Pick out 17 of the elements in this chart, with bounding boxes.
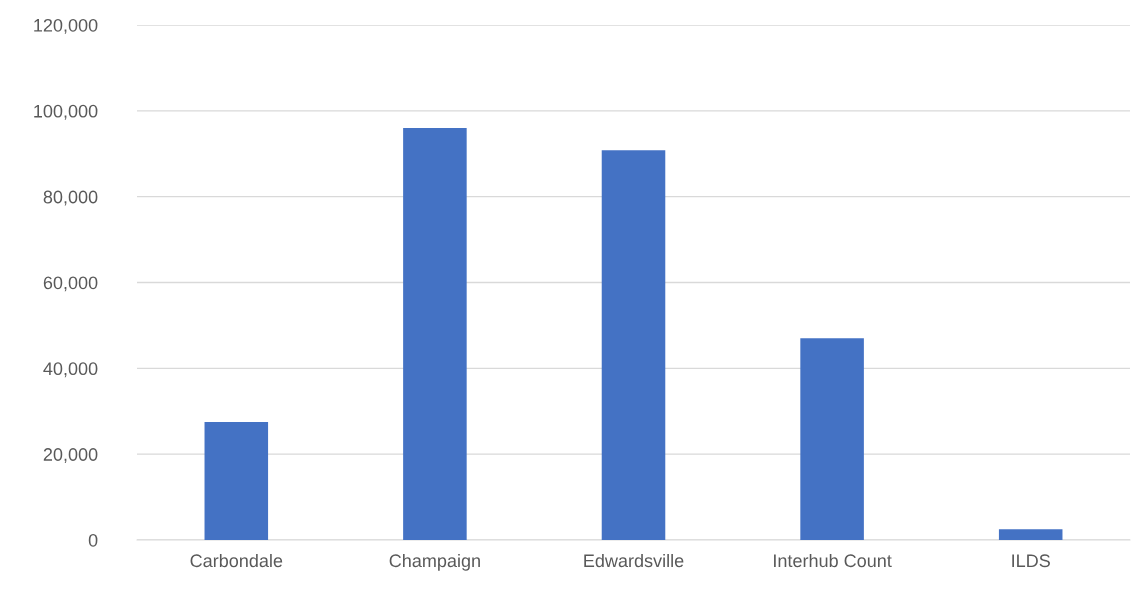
y-tick-label: 0	[88, 533, 98, 547]
bar	[998, 529, 1063, 540]
y-tick-label: 120,000	[34, 18, 98, 34]
x-tick-label: ILDS	[1012, 554, 1050, 568]
bar	[204, 421, 269, 540]
x-tick-label: Edwardsville	[584, 553, 684, 568]
bar	[601, 150, 666, 540]
y-tick-label: 20,000	[43, 448, 98, 464]
y-tick-label: 100,000	[34, 104, 98, 120]
x-tick-label: Champaign	[389, 553, 480, 571]
y-tick-label: 60,000	[43, 276, 98, 292]
bar	[800, 338, 864, 540]
y-tick-label: 40,000	[43, 362, 98, 378]
y-tick-label: 80,000	[43, 190, 98, 206]
x-tick-label: Carbondale	[190, 553, 283, 568]
bar	[403, 128, 467, 540]
x-tick-label: Interhub Count	[774, 553, 892, 568]
